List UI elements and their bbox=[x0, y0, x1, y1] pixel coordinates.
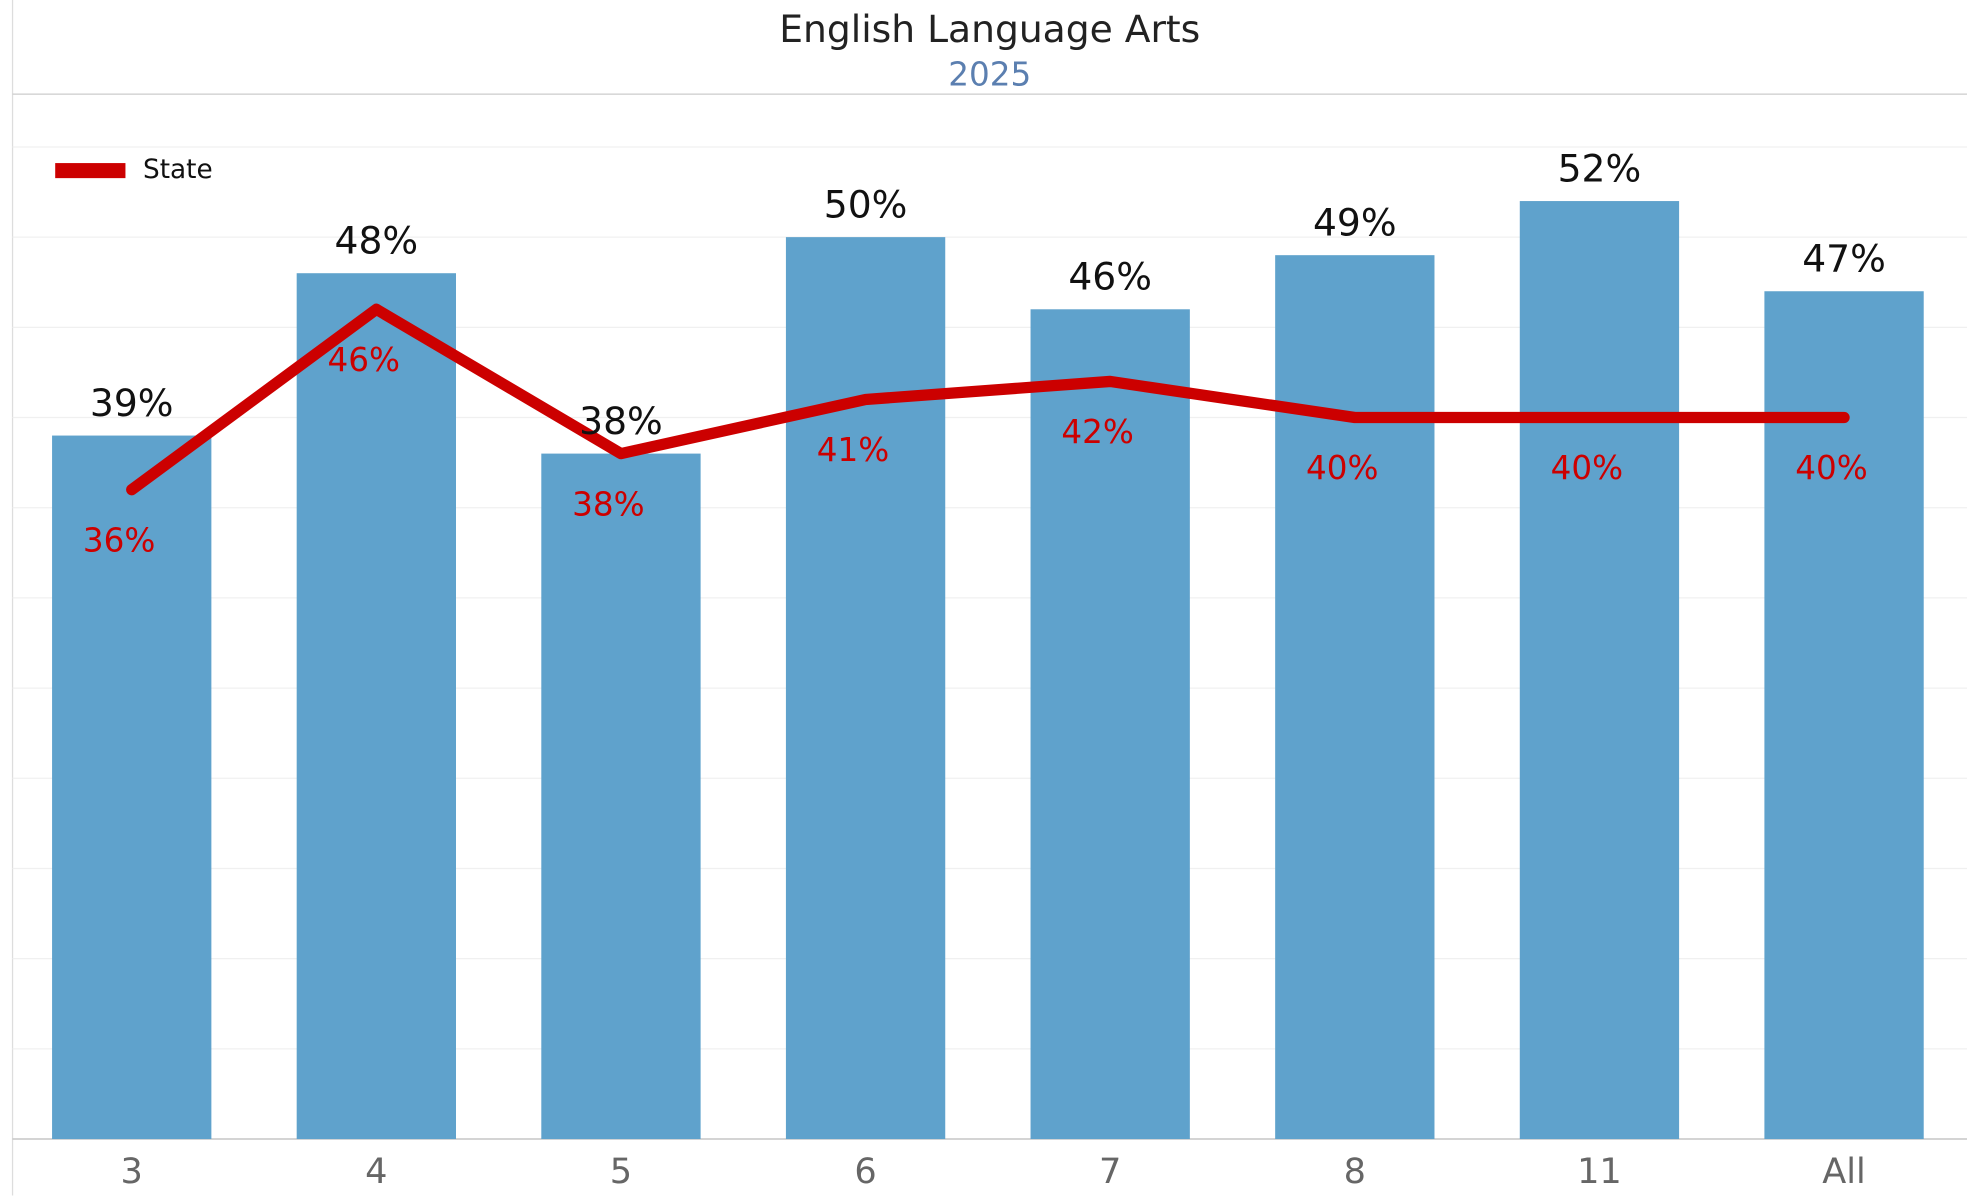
bar-label: 38% bbox=[579, 399, 663, 443]
line-label: 40% bbox=[1306, 449, 1378, 487]
line-label: 42% bbox=[1061, 413, 1133, 451]
x-tick-label: 3 bbox=[121, 1151, 143, 1192]
x-tick-label: All bbox=[1822, 1151, 1866, 1192]
line-label: 36% bbox=[83, 521, 155, 559]
bar-label: 49% bbox=[1313, 201, 1397, 245]
line-label: 41% bbox=[817, 431, 889, 469]
bar-label: 47% bbox=[1802, 237, 1886, 281]
bar bbox=[1275, 255, 1435, 1140]
x-tick-label: 11 bbox=[1577, 1151, 1622, 1192]
line-label: 46% bbox=[328, 341, 400, 379]
bar-label: 52% bbox=[1558, 146, 1642, 190]
bar bbox=[541, 453, 701, 1140]
bar bbox=[785, 237, 946, 1140]
line-label: 38% bbox=[572, 485, 644, 523]
line-label: 40% bbox=[1795, 449, 1867, 487]
legend-label: State bbox=[143, 155, 213, 185]
bar bbox=[296, 273, 457, 1140]
bar-label: 46% bbox=[1068, 255, 1152, 299]
bar-label: 48% bbox=[335, 219, 419, 263]
bar-label: 39% bbox=[90, 381, 174, 425]
bar bbox=[1030, 309, 1190, 1140]
chart-title: English Language Arts bbox=[779, 7, 1200, 51]
x-tick-label: 7 bbox=[1099, 1151, 1121, 1192]
line bbox=[126, 303, 1850, 496]
line-label: 40% bbox=[1551, 449, 1623, 487]
bar bbox=[1764, 291, 1924, 1140]
x-tick-label: 6 bbox=[854, 1151, 876, 1192]
x-tick-label: 4 bbox=[365, 1151, 387, 1192]
legend-swatch bbox=[55, 163, 126, 179]
lines bbox=[126, 303, 1850, 496]
x-tick-label: 8 bbox=[1344, 1151, 1366, 1192]
chart-subtitle: 2025 bbox=[948, 56, 1031, 94]
bar-label: 50% bbox=[824, 183, 908, 227]
labels: 3 4 5 6 7 8 11 All 39% 48% 38% 50% 46% 49% 52% 47% 36% 46… bbox=[83, 146, 1886, 1191]
x-tick-label: 5 bbox=[610, 1151, 632, 1192]
bar bbox=[52, 435, 212, 1140]
bars bbox=[52, 201, 1924, 1140]
bar bbox=[1519, 201, 1680, 1140]
